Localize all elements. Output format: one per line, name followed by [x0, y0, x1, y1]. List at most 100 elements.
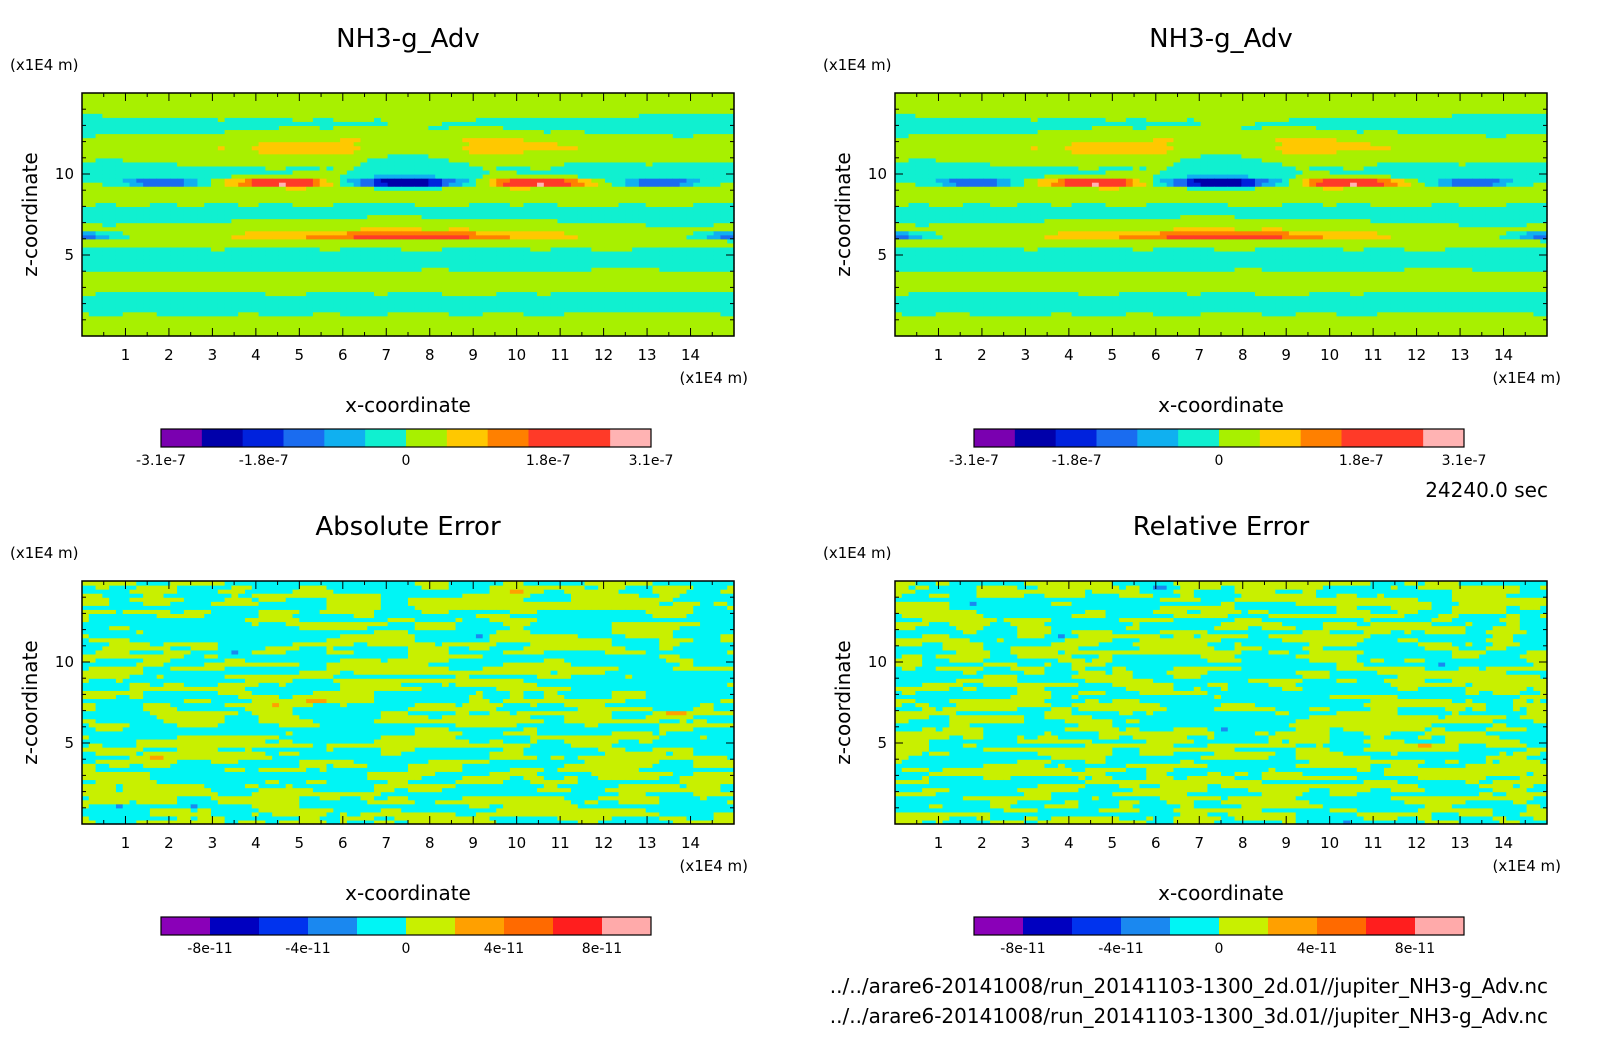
field-cell: [611, 153, 620, 159]
field-cell: [346, 242, 355, 248]
field-cell: [625, 194, 633, 199]
field-cell: [278, 149, 287, 155]
field-cell: [278, 222, 287, 228]
field-cell: [177, 307, 185, 313]
field-cell: [265, 214, 273, 220]
field-cell: [177, 105, 185, 110]
field-cell: [618, 113, 626, 118]
field-cell: [462, 319, 470, 325]
field-cell: [333, 246, 341, 252]
field-cell: [129, 129, 137, 135]
field-cell: [251, 218, 260, 224]
field-cell: [496, 238, 504, 244]
field-cell: [584, 311, 592, 317]
field-cell: [109, 238, 117, 244]
field-cell: [435, 109, 443, 114]
field-cell: [462, 230, 470, 236]
field-cell: [306, 165, 314, 171]
field-cell: [482, 267, 491, 272]
field-cell: [496, 315, 504, 321]
field-cell: [414, 97, 423, 102]
field-cell: [462, 303, 470, 309]
field-cell: [156, 250, 165, 256]
field-cell: [346, 234, 355, 240]
field-cell: [102, 97, 110, 102]
field-cell: [190, 149, 199, 155]
field-cell: [530, 194, 538, 199]
field-cell: [516, 153, 525, 159]
field-cell: [156, 117, 165, 122]
field-cell: [414, 210, 423, 216]
field-cell: [428, 255, 436, 260]
field-cell: [299, 141, 307, 147]
field-cell: [448, 210, 457, 216]
field-cell: [360, 303, 368, 309]
field-cell: [448, 299, 457, 305]
field-cell: [428, 327, 436, 333]
field-cell: [638, 178, 647, 183]
field-cell: [238, 259, 246, 264]
field-cell: [299, 303, 307, 309]
field-cell: [149, 125, 158, 131]
field-cell: [455, 218, 463, 224]
field-cell: [204, 263, 212, 268]
field-cell: [591, 113, 599, 118]
field-cell: [217, 137, 226, 143]
field-cell: [292, 178, 300, 183]
field-cell: [251, 283, 260, 288]
field-cell: [550, 153, 559, 159]
field-cell: [625, 121, 633, 126]
field-cell: [238, 202, 246, 207]
field-cell: [190, 267, 199, 272]
field-cell: [340, 267, 348, 272]
field-cell: [455, 331, 463, 337]
field-cell: [503, 267, 511, 272]
field-cell: [530, 250, 538, 256]
field-cell: [435, 327, 443, 333]
field-cell: [408, 259, 416, 264]
field-cell: [543, 242, 552, 248]
field-cell: [326, 275, 334, 280]
field-cell: [367, 137, 375, 143]
field-cell: [435, 311, 443, 317]
field-cell: [638, 202, 647, 207]
field-cell: [509, 271, 518, 276]
field-cell: [353, 117, 362, 122]
field-cell: [211, 161, 219, 167]
field-cell: [625, 182, 633, 187]
field-cell: [143, 210, 151, 216]
field-cell: [598, 186, 606, 191]
field-cell: [88, 279, 97, 284]
field-cell: [564, 250, 572, 256]
field-cell: [102, 218, 110, 224]
field-cell: [149, 259, 158, 264]
field-cell: [319, 194, 328, 199]
field-cell: [278, 226, 287, 232]
field-cell: [326, 299, 334, 305]
field-cell: [102, 271, 110, 276]
field-cell: [312, 165, 321, 171]
field-cell: [346, 307, 355, 313]
field-cell: [312, 174, 321, 179]
field-cell: [387, 311, 396, 317]
field-cell: [258, 307, 266, 313]
field-cell: [299, 242, 307, 248]
field-cell: [496, 287, 504, 293]
field-cell: [421, 169, 429, 175]
field-cell: [245, 299, 253, 305]
field-cell: [625, 186, 633, 191]
field-cell: [292, 117, 300, 122]
field-cell: [455, 299, 463, 305]
field-cell: [292, 133, 300, 139]
field-cell: [292, 198, 300, 203]
field-cell: [598, 267, 606, 272]
field-cell: [618, 311, 626, 317]
field-cell: [340, 218, 348, 224]
field-cell: [428, 259, 436, 264]
field-cell: [82, 331, 90, 337]
field-cell: [462, 246, 470, 252]
field-cell: [469, 121, 477, 126]
field-cell: [408, 255, 416, 260]
field-cell: [638, 315, 647, 321]
field-cell: [163, 161, 171, 167]
